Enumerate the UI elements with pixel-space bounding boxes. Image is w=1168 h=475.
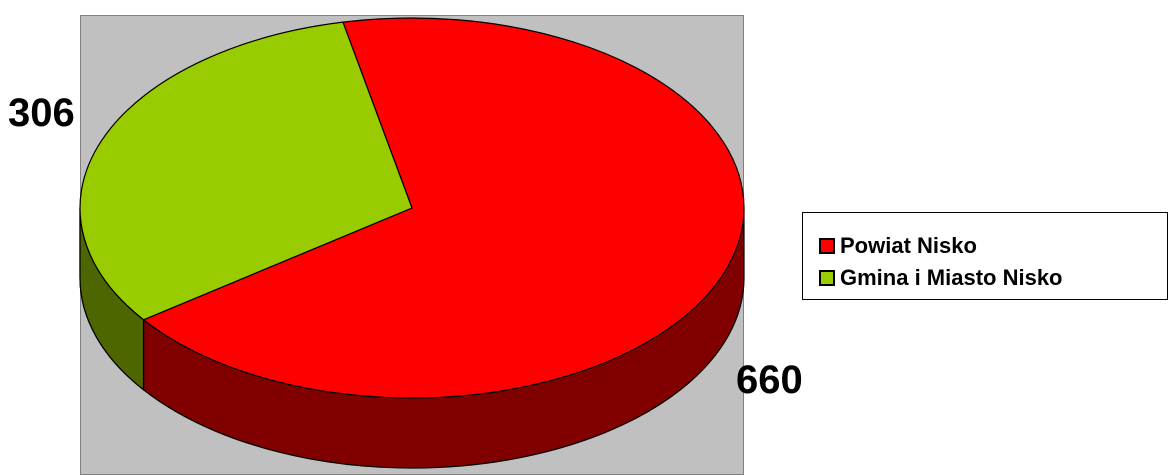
legend-label: Powiat Nisko	[840, 233, 977, 258]
slice-powiat-nisko	[142, 17, 745, 399]
legend-item-powiat-nisko: Powiat Nisko	[819, 233, 977, 259]
slice-gmina-i-miasto-nisko	[79, 21, 413, 321]
data-label-powiat-nisko: 660	[736, 358, 803, 402]
legend-label: Gmina i Miasto Nisko	[840, 265, 1063, 290]
legend-item-gmina-i-miasto-nisko: Gmina i Miasto Nisko	[819, 265, 1063, 291]
legend-swatch-gmina-i-miasto-nisko	[819, 270, 835, 286]
legend-swatch-powiat-nisko	[819, 238, 835, 254]
data-label-gmina-i-miasto-nisko: 306	[8, 91, 75, 135]
legend: Powiat Nisko Gmina i Miasto Nisko	[802, 212, 1168, 300]
